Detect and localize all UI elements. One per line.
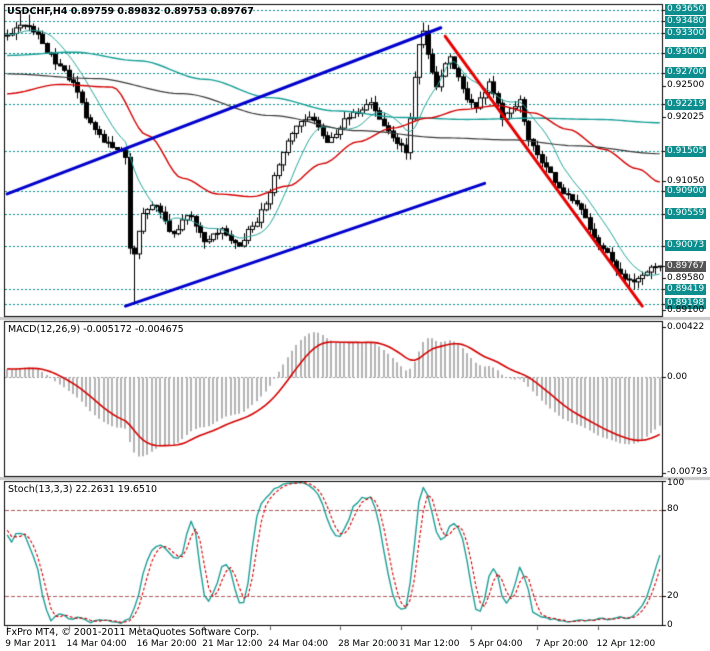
time-axis-label: 31 Mar 12:00 xyxy=(399,639,460,649)
price-level-label: 0.93480 xyxy=(665,15,707,27)
time-axis-label: 28 Mar 20:00 xyxy=(338,639,399,649)
price-grid-label: 0.89580 xyxy=(667,272,705,283)
current-price-label: 0.89767 xyxy=(665,260,707,272)
price-level-label: 0.91505 xyxy=(665,145,707,157)
stoch-axis-label: 0 xyxy=(667,619,673,630)
time-axis-label: 24 Mar 04:00 xyxy=(267,639,329,649)
macd-axis-label: 0.00422 xyxy=(667,322,705,332)
stoch-axis-label: 80 xyxy=(667,504,679,515)
time-axis-label: 14 Mar 04:00 xyxy=(66,639,127,649)
stoch-axis-label: 100 xyxy=(667,478,685,488)
price-grid-label: 0.91050 xyxy=(667,175,705,186)
time-axis-label: 12 Apr 12:00 xyxy=(596,639,656,649)
time-axis-label: 5 Apr 04:00 xyxy=(469,639,523,649)
stoch-indicator-label: Stoch(13,3,3) 22.2631 19.6510 xyxy=(8,484,158,495)
price-level-label: 0.92700 xyxy=(665,67,707,79)
time-axis-label: 9 Mar 2011 xyxy=(5,639,57,649)
macd-indicator-label: MACD(12,26,9) -0.005172 -0.004675 xyxy=(8,324,184,335)
price-level-label: 0.90559 xyxy=(665,208,707,220)
price-level-label: 0.93000 xyxy=(665,47,707,59)
chart-title: USDCHF,H4 0.89759 0.89832 0.89753 0.8976… xyxy=(7,6,254,17)
price-level-label: 0.92219 xyxy=(665,98,707,110)
price-level-label: 0.89419 xyxy=(665,283,707,295)
price-grid-label: 0.92025 xyxy=(667,111,705,122)
macd-axis-label: 0.00 xyxy=(667,371,688,382)
price-level-label: 0.90073 xyxy=(665,240,707,252)
time-axis-label: 21 Mar 12:00 xyxy=(202,639,263,649)
time-axis-label: 16 Mar 20:00 xyxy=(136,639,197,649)
price-level-label: 0.93300 xyxy=(665,27,707,39)
price-grid-label: 0.89100 xyxy=(667,304,705,315)
price-level-label: 0.93650 xyxy=(665,4,707,16)
price-level-label: 0.89198 xyxy=(665,298,707,310)
stoch-axis-label: 20 xyxy=(667,590,679,601)
price-axis[interactable]: 0.93650 0.93480 0.93300 0.93000 0.92700 0.922… xyxy=(663,0,710,630)
time-axis-label: 7 Apr 20:00 xyxy=(535,639,589,649)
time-axis[interactable]: 9 Mar 2011 14 Mar 04:00 16 Mar 20:00 21 Mar… xyxy=(0,637,710,651)
copyright-text: FxPro MT4, © 2001-2011 MetaQuotes Softwa… xyxy=(6,627,260,638)
price-grid-label: 0.92500 xyxy=(667,80,705,91)
macd-axis-label: -0.00793 xyxy=(667,467,708,478)
price-level-label: 0.90900 xyxy=(665,185,707,197)
